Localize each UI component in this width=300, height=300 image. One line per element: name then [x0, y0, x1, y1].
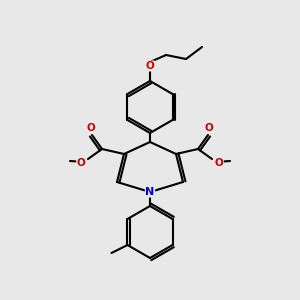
- Text: O: O: [87, 123, 95, 133]
- Text: O: O: [76, 158, 85, 168]
- Text: O: O: [205, 123, 213, 133]
- Text: N: N: [146, 187, 154, 197]
- Text: O: O: [146, 61, 154, 71]
- Text: O: O: [214, 158, 224, 168]
